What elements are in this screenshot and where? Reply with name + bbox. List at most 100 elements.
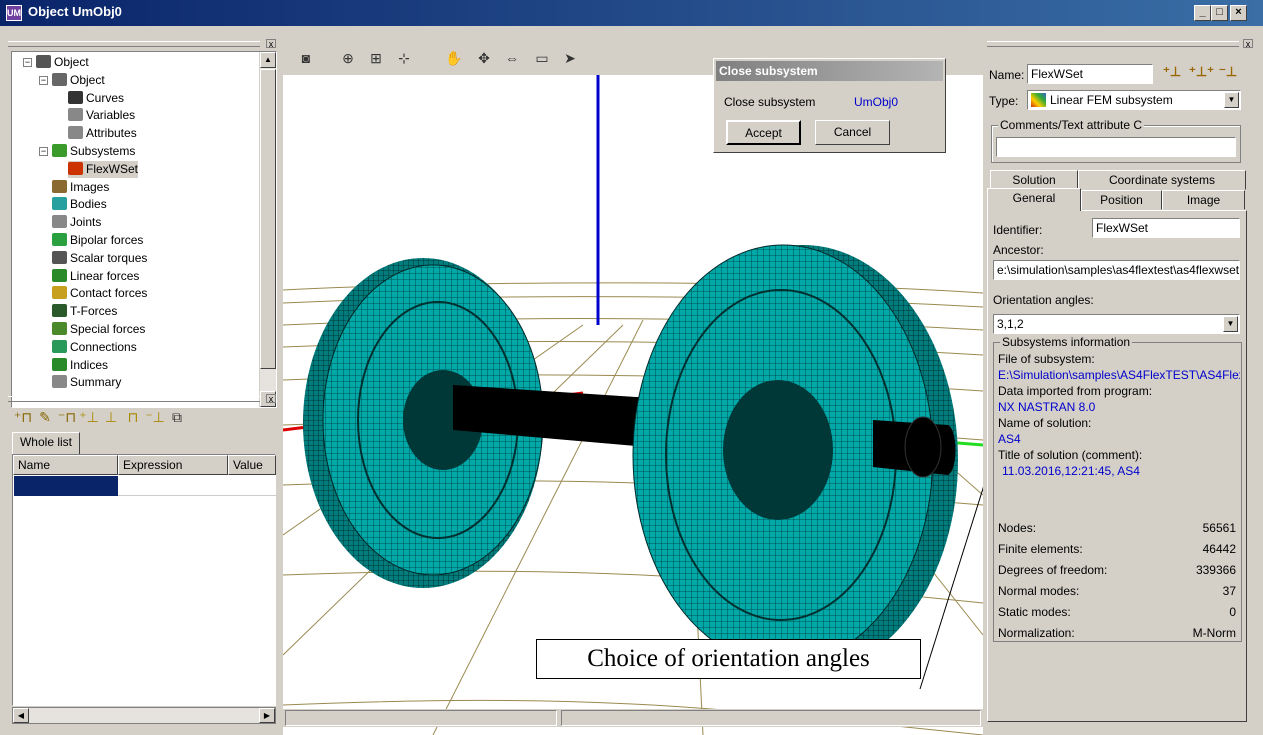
add-identifier-icon[interactable]: ⁺⊥ xyxy=(79,409,99,425)
orientation-select[interactable]: 3,1,2 ▼ xyxy=(993,314,1240,334)
left-wheel xyxy=(303,258,544,588)
collapse-icon[interactable]: − xyxy=(39,74,48,85)
name-input[interactable]: FlexWSet xyxy=(1027,64,1153,84)
paste-icon[interactable]: ⧉ xyxy=(172,409,182,425)
rotate-icon[interactable]: ✥ xyxy=(478,50,490,66)
column-header-name[interactable]: Name xyxy=(13,455,118,475)
tree-item[interactable]: Special forces xyxy=(52,321,145,338)
scroll-thumb[interactable] xyxy=(260,69,276,369)
tree-item-label: Object xyxy=(70,72,105,87)
tree-item[interactable]: Curves xyxy=(68,90,124,107)
chevron-down-icon[interactable]: ▼ xyxy=(1223,316,1238,332)
add-variable-icon[interactable]: ⁺⊓ xyxy=(13,409,33,425)
tree-item[interactable]: Joints xyxy=(52,214,101,231)
table-row-selected-cell[interactable] xyxy=(14,476,118,496)
close-icon[interactable]: x xyxy=(1243,39,1253,49)
remove-subsystem-icon[interactable]: ⁻⊥ xyxy=(1219,64,1238,79)
tree-item[interactable]: Bipolar forces xyxy=(52,232,143,249)
close-icon[interactable]: x xyxy=(266,39,276,49)
tab-whole-list[interactable]: Whole list xyxy=(12,432,80,454)
left-panel: x Object − Object − Curves Variables Attribute… xyxy=(0,27,283,727)
collapse-icon[interactable]: − xyxy=(23,57,32,67)
add-subsystem-icon[interactable]: ⁺⊥ xyxy=(1163,64,1182,79)
info-row-value: 56561 xyxy=(1202,521,1236,535)
panel-grip[interactable] xyxy=(8,396,260,402)
pan-hand-icon[interactable]: ✋ xyxy=(445,50,463,66)
tree-item-label: Variables xyxy=(86,108,136,123)
tree-item[interactable]: Linear forces xyxy=(52,268,139,285)
tree-item[interactable]: Object xyxy=(52,72,105,89)
tab-coordinate-systems[interactable]: Coordinate systems xyxy=(1078,170,1246,190)
tree-item-label: Curves xyxy=(86,90,125,105)
comments-group: Comments/Text attribute C xyxy=(991,118,1241,163)
horizontal-scrollbar[interactable]: ◀ ▶ xyxy=(12,707,276,724)
close-icon[interactable]: x xyxy=(266,394,276,404)
tree-item[interactable]: Object xyxy=(36,54,89,71)
copy-icon[interactable]: ⊓ xyxy=(127,409,139,425)
tab-general[interactable]: General xyxy=(987,188,1081,211)
camera-icon[interactable]: ◙ xyxy=(301,50,311,66)
scroll-up-icon[interactable]: ▲ xyxy=(260,52,276,68)
panel-grip[interactable] xyxy=(987,41,1239,47)
remove-identifier-icon[interactable]: ⁻⊥ xyxy=(145,409,165,425)
tree-item[interactable]: Connections xyxy=(52,339,137,356)
tree-item-label: Linear forces xyxy=(70,268,140,283)
abc-icon xyxy=(68,126,83,140)
tab-position[interactable]: Position xyxy=(1081,190,1162,210)
zoom-window-icon[interactable]: ⊞ xyxy=(370,50,382,66)
comments-input[interactable] xyxy=(996,137,1236,157)
battery-icon[interactable]: ▭ xyxy=(535,50,549,66)
tree-item[interactable]: Contact forces xyxy=(52,285,147,302)
dialog-title: Close subsystem xyxy=(716,61,943,81)
remove-variable-icon[interactable]: ⁻⊓ xyxy=(57,409,77,425)
joints-icon xyxy=(52,215,67,229)
tree-item[interactable]: Summary xyxy=(52,374,121,391)
tree-item[interactable]: T-Forces xyxy=(52,303,117,320)
table-row[interactable] xyxy=(118,476,276,496)
app-icon: UM xyxy=(6,5,22,21)
torque-icon xyxy=(52,250,67,264)
edit-variable-icon[interactable]: ✎ xyxy=(39,409,51,425)
status-pane xyxy=(561,710,981,726)
ancestor-input[interactable]: e:\simulation\samples\as4flextest\as4fle… xyxy=(993,260,1240,280)
pointer-icon[interactable]: ➤ xyxy=(564,50,576,66)
3d-viewport[interactable] xyxy=(283,75,983,735)
identifier-input[interactable]: FlexWSet xyxy=(1092,218,1240,238)
variables-table: Name Expression Value xyxy=(12,454,276,706)
tree-item[interactable]: Variables xyxy=(68,107,135,124)
special-force-icon xyxy=(52,322,67,335)
tree-scrollbar[interactable]: ▲ ▼ xyxy=(259,52,276,407)
add-group-icon[interactable]: ⁺⊥⁺ xyxy=(1189,64,1215,79)
mirror-icon[interactable]: ⇔ xyxy=(505,50,519,66)
close-button[interactable]: × xyxy=(1230,5,1247,21)
tree-item[interactable]: Scalar torques xyxy=(52,250,147,267)
file-label: File of subsystem: xyxy=(998,352,1095,366)
accept-button[interactable]: Accept xyxy=(726,120,801,145)
column-header-value[interactable]: Value xyxy=(228,455,276,475)
chevron-down-icon[interactable]: ▼ xyxy=(1224,92,1239,108)
tree-item[interactable]: Indices xyxy=(52,357,108,374)
tree-item[interactable]: FlexWSet xyxy=(68,160,139,178)
tree-item[interactable]: Attributes xyxy=(68,125,137,142)
tree-item[interactable]: Bodies xyxy=(52,196,107,213)
tree-item[interactable]: Subsystems xyxy=(52,143,135,160)
scroll-left-icon[interactable]: ◀ xyxy=(13,708,29,723)
type-select[interactable]: Linear FEM subsystem ▼ xyxy=(1027,90,1241,110)
zoom-in-icon[interactable]: ⊕ xyxy=(342,50,354,66)
tree-item[interactable]: Images xyxy=(52,179,109,196)
cancel-button[interactable]: Cancel xyxy=(815,120,890,145)
column-header-expression[interactable]: Expression xyxy=(118,455,228,475)
tab-solution[interactable]: Solution xyxy=(990,170,1078,190)
scroll-right-icon[interactable]: ▶ xyxy=(259,708,275,723)
zoom-fit-icon[interactable]: ⊹ xyxy=(398,50,410,66)
object-tree[interactable]: Object − Object − Curves Variables Attributes S… xyxy=(11,51,277,408)
tree-item-label: Bodies xyxy=(70,197,107,212)
info-row: Degrees of freedom: 339366 xyxy=(998,563,1238,579)
collapse-icon[interactable]: − xyxy=(39,146,48,156)
edit-identifier-icon[interactable]: ⊥ xyxy=(104,409,118,425)
tab-image[interactable]: Image xyxy=(1162,190,1245,210)
minimize-button[interactable]: _ xyxy=(1194,5,1211,21)
panel-grip[interactable] xyxy=(8,41,260,47)
subsystems-icon xyxy=(52,144,67,157)
maximize-button[interactable]: □ xyxy=(1211,5,1228,21)
